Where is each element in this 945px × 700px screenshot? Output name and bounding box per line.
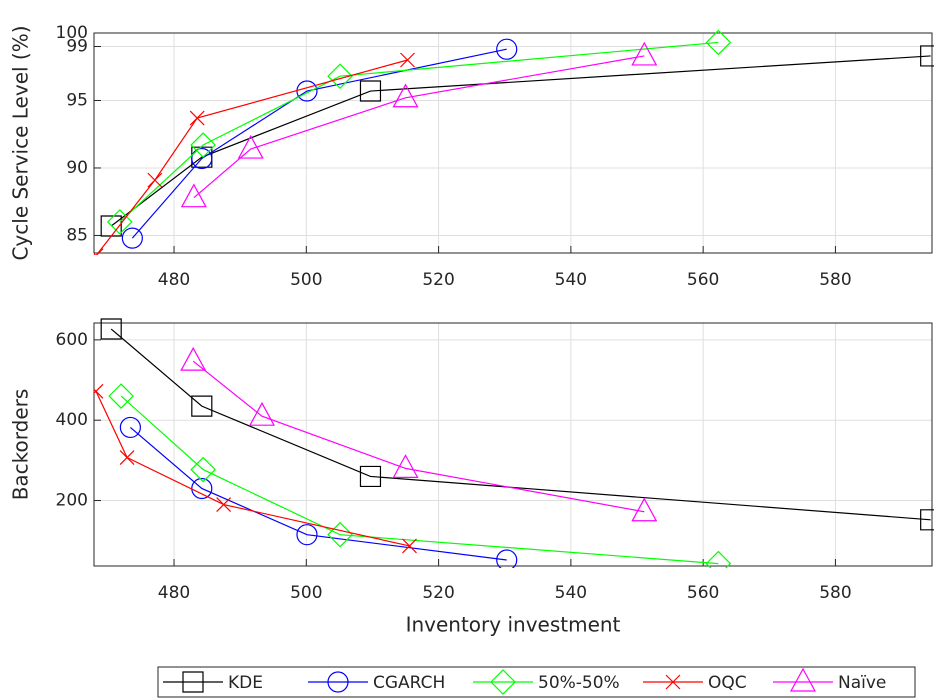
legend-label: OQC <box>708 673 747 693</box>
marker <box>496 549 518 568</box>
x-tick-label: 520 <box>422 270 454 290</box>
marker <box>496 38 518 60</box>
legend-marker <box>327 671 349 693</box>
series-line <box>119 41 719 223</box>
marker <box>94 248 104 255</box>
marker <box>100 318 122 340</box>
series-line <box>120 395 719 565</box>
marker <box>631 497 658 522</box>
axes-box <box>93 322 933 567</box>
y-tick-label: 600 <box>56 330 88 350</box>
marker <box>191 395 213 417</box>
x-tick-label: 520 <box>422 583 454 603</box>
marker <box>359 80 382 102</box>
x-tick-label: 560 <box>687 583 719 603</box>
marker <box>191 477 213 500</box>
y-axis-label: Backorders <box>9 389 33 501</box>
marker <box>920 45 934 67</box>
legend-marker <box>665 674 681 690</box>
marker <box>920 509 934 531</box>
marker <box>359 465 382 488</box>
plot-area <box>94 33 932 253</box>
marker <box>248 401 276 426</box>
x-tick-label: 480 <box>158 270 190 290</box>
marker <box>705 550 732 568</box>
marker <box>327 63 353 90</box>
y-tick-label: 400 <box>56 410 88 430</box>
marker <box>296 524 318 546</box>
series-group <box>94 318 934 568</box>
marker <box>402 538 417 554</box>
y-axis-label: Cycle Service Level (%) <box>9 25 33 260</box>
marker <box>180 183 207 208</box>
legend-label: Naïve <box>838 673 886 693</box>
series-group <box>94 29 934 255</box>
marker <box>190 456 216 483</box>
legend-label: KDE <box>228 673 263 693</box>
legend-marker <box>490 669 516 695</box>
series-line <box>95 391 410 547</box>
series-line <box>110 55 931 227</box>
marker <box>119 450 135 465</box>
plot-area <box>94 323 932 566</box>
x-tick-label: 580 <box>819 270 851 290</box>
series-line <box>95 59 408 255</box>
series-line <box>193 55 645 199</box>
marker <box>631 41 658 66</box>
legend-marker <box>182 671 204 693</box>
marker <box>189 110 205 126</box>
x-tick-label: 540 <box>555 270 587 290</box>
y-tick-label: 95 <box>66 90 88 110</box>
marker <box>108 383 134 409</box>
marker <box>121 227 143 249</box>
y-tick-label: 100 <box>56 23 88 43</box>
legend-label: 50%-50% <box>538 673 620 693</box>
marker <box>296 80 318 102</box>
legend-marker <box>789 667 817 692</box>
series-line <box>110 328 931 521</box>
y-tick-label: 99 <box>66 36 88 56</box>
x-tick-label: 500 <box>290 270 322 290</box>
series-line <box>192 360 645 513</box>
marker <box>327 521 353 548</box>
marker <box>392 83 419 108</box>
marker <box>237 134 264 159</box>
y-tick-label: 90 <box>66 158 88 178</box>
legend-label: CGARCH <box>373 673 445 693</box>
axes-box <box>93 32 933 254</box>
marker <box>216 497 232 512</box>
marker <box>190 132 216 158</box>
x-tick-label: 580 <box>819 583 851 603</box>
x-tick-label: 560 <box>687 270 719 290</box>
marker <box>705 29 732 56</box>
marker <box>147 172 163 188</box>
x-tick-label: 540 <box>555 583 587 603</box>
marker <box>94 383 104 399</box>
x-axis-label: Inventory investment <box>406 613 621 637</box>
marker <box>106 209 133 235</box>
y-tick-label: 85 <box>66 225 88 245</box>
x-tick-label: 500 <box>290 583 322 603</box>
marker <box>392 454 419 478</box>
x-tick-label: 480 <box>158 583 190 603</box>
marker <box>180 346 207 371</box>
marker <box>400 52 415 68</box>
marker <box>119 416 141 439</box>
y-tick-label: 200 <box>56 491 88 511</box>
